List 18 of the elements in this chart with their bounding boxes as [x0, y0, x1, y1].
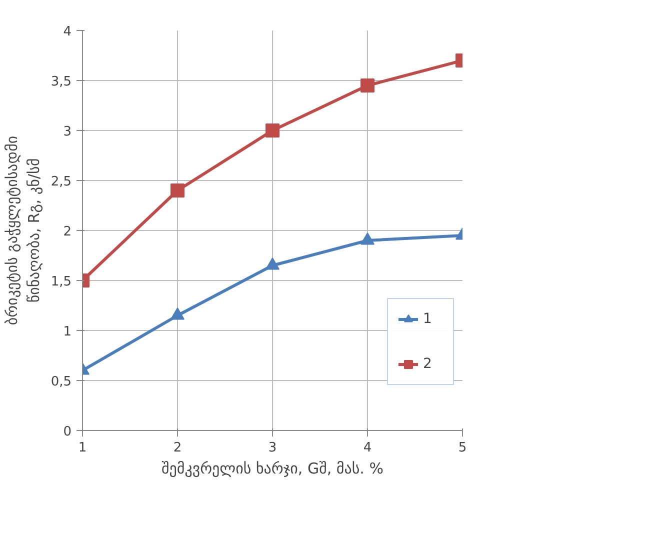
y-tick-label: 3,5 — [50, 74, 72, 90]
x-axis-title: შემკვრელის ხარჯი, Gშ, მას. % — [162, 460, 384, 478]
x-tick-label: 5 — [458, 440, 467, 456]
legend-label: 2 — [423, 356, 433, 372]
y-tick-label: 4 — [63, 24, 72, 40]
y-tick-label: 1,5 — [50, 274, 72, 290]
x-tick-label: 3 — [268, 440, 277, 456]
y-tick-label: 2 — [63, 224, 72, 240]
x-tick-label: 2 — [173, 440, 182, 456]
x-tick-label: 1 — [78, 440, 87, 456]
y-tick-label: 2,5 — [50, 174, 72, 190]
y-tick-label: 0 — [63, 424, 72, 440]
x-tick-label: 4 — [363, 440, 372, 456]
y-axis-title: ბრიკეტის გაჭყლეტისადმი წინაღობა, Rგ, კნ/სმ — [3, 136, 43, 326]
y-tick-label: 1 — [63, 324, 72, 340]
y-tick-label: 3 — [63, 124, 72, 140]
y-tick-label: 0,5 — [50, 374, 72, 390]
legend-label: 1 — [423, 311, 433, 327]
